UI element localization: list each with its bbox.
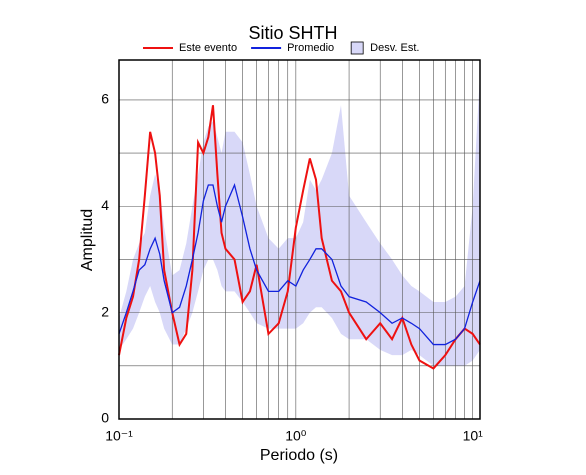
std-band [119, 73, 480, 366]
legend-swatch [350, 41, 364, 55]
x-tick-label: 10⁻¹ [105, 428, 133, 444]
x-tick-label: 10⁰ [285, 428, 307, 444]
chart-title: Sitio SHTH [248, 23, 337, 43]
legend-label: Promedio [287, 42, 334, 54]
plot-frame [118, 59, 481, 420]
series-line [118, 105, 481, 370]
series-line [118, 182, 481, 346]
legend-label: Este evento [179, 42, 237, 54]
y-tick-label: 6 [101, 91, 109, 107]
legend-label: Desv. Est. [370, 42, 419, 54]
y-tick-label: 0 [101, 410, 109, 426]
x-tick-label: 10¹ [463, 428, 484, 444]
y-tick-label: 4 [101, 197, 109, 213]
y-axis-label: Amplitud [79, 209, 96, 271]
x-axis-label: Periodo (s) [260, 447, 338, 464]
y-tick-label: 2 [101, 303, 109, 319]
